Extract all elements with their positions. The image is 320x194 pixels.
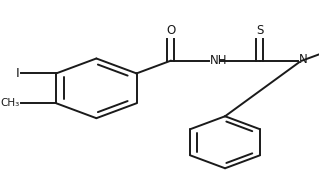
Text: O: O [166,24,175,37]
Text: I: I [15,67,19,80]
Text: NH: NH [210,54,228,67]
Text: S: S [256,24,263,37]
Text: N: N [299,53,307,66]
Text: CH₃: CH₃ [1,98,20,108]
